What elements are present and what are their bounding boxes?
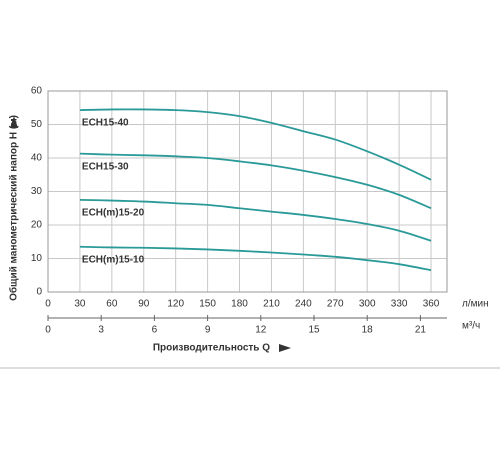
x-tick-label: 210 bbox=[263, 299, 280, 310]
y-tick-label: 40 bbox=[31, 153, 43, 164]
x-tick-label: 270 bbox=[327, 299, 344, 310]
x-tick-label: 90 bbox=[138, 299, 150, 310]
x-arrow bbox=[279, 344, 291, 352]
curve bbox=[79, 198, 432, 242]
x-tick-label: 180 bbox=[231, 299, 248, 310]
curve-label: ECH15-40 bbox=[82, 118, 129, 129]
x-tick-label: 150 bbox=[199, 299, 216, 310]
y-tick-label: 0 bbox=[36, 287, 42, 298]
y-tick-label: 50 bbox=[31, 119, 43, 130]
x-unit: л/мин bbox=[462, 299, 489, 310]
y-tick-label: 60 bbox=[31, 86, 43, 97]
x-tick-label: 120 bbox=[167, 299, 184, 310]
x2-tick-label: 15 bbox=[308, 325, 320, 336]
x2-tick-label: 21 bbox=[415, 325, 427, 336]
x2-tick-label: 6 bbox=[152, 325, 158, 336]
y-axis-title: Общий манометрический напор Н (м) bbox=[8, 115, 20, 301]
x-axis-title: Производительность Q bbox=[153, 343, 270, 354]
x-tick-label: 300 bbox=[359, 299, 376, 310]
x-tick-label: 60 bbox=[106, 299, 118, 310]
plot-frame bbox=[47, 90, 448, 293]
curve-label: ECH(m)15-20 bbox=[82, 208, 145, 219]
curve bbox=[79, 152, 432, 210]
x2-tick-label: 3 bbox=[98, 325, 104, 336]
y-arrow bbox=[10, 116, 18, 128]
x-tick-label: 30 bbox=[74, 299, 86, 310]
x2-tick-label: 12 bbox=[255, 325, 267, 336]
x-tick-label: 0 bbox=[45, 299, 51, 310]
curve-label: ECH(m)15-10 bbox=[82, 254, 145, 265]
curve bbox=[79, 245, 432, 272]
x-tick-label: 360 bbox=[423, 299, 440, 310]
y-tick-label: 20 bbox=[31, 220, 43, 231]
x2-tick-label: 9 bbox=[205, 325, 211, 336]
y-tick-label: 30 bbox=[31, 186, 43, 197]
x2-unit: м³/ч bbox=[462, 321, 480, 332]
x2-tick-label: 18 bbox=[362, 325, 374, 336]
curve-label: ECH15-30 bbox=[82, 161, 129, 172]
x-tick-label: 240 bbox=[295, 299, 312, 310]
x2-tick-label: 0 bbox=[45, 325, 51, 336]
x-tick-label: 330 bbox=[391, 299, 408, 310]
curve bbox=[79, 108, 432, 181]
y-tick-label: 10 bbox=[31, 253, 43, 264]
